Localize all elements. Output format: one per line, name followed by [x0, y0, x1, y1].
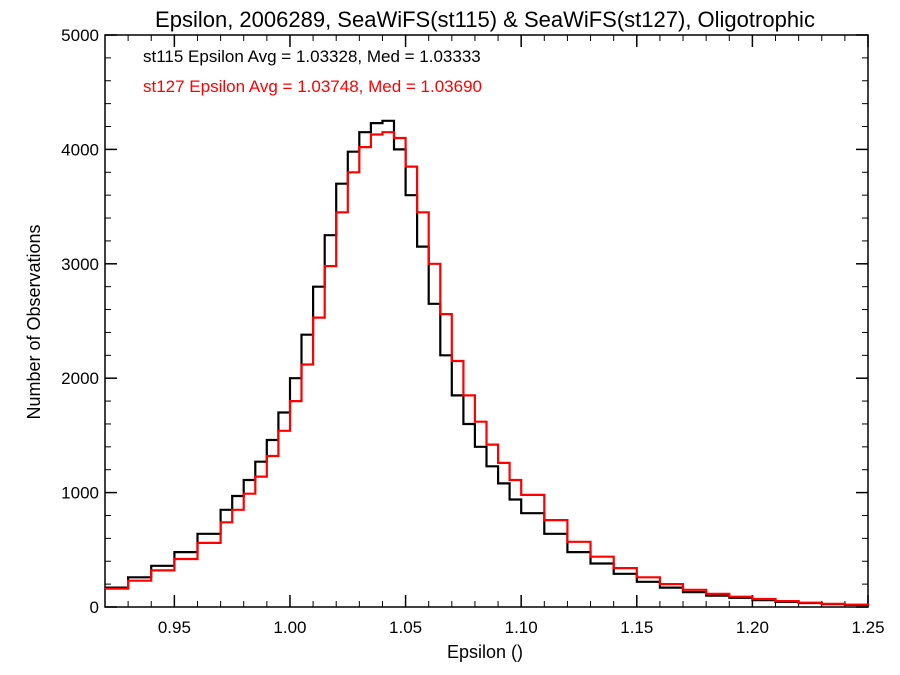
x-tick-label: 1.20	[736, 618, 769, 637]
y-tick-label: 4000	[61, 140, 99, 159]
plot-frame	[104, 34, 869, 608]
legend: st115 Epsilon Avg = 1.03328, Med = 1.033…	[143, 47, 482, 96]
legend-entry-st127: st127 Epsilon Avg = 1.03748, Med = 1.036…	[143, 77, 482, 96]
y-tick-label: 5000	[61, 26, 99, 45]
x-tick-label: 1.15	[620, 618, 653, 637]
x-axis-label: Epsilon ()	[447, 642, 523, 662]
series-layer	[105, 119, 870, 606]
x-tick-label: 0.95	[158, 618, 191, 637]
series-line-st127	[105, 131, 870, 606]
x-tick-label: 1.10	[505, 618, 538, 637]
y-tick-label: 1000	[61, 484, 99, 503]
x-tick-label: 1.00	[273, 618, 306, 637]
plot-area	[104, 34, 869, 608]
y-axis-label: Number of Observations	[24, 224, 44, 419]
x-axis: 0.95 1.00 1.05 1.10 1.15 1.20 1.25	[104, 35, 885, 637]
x-tick-label: 1.05	[389, 618, 422, 637]
chart-title: Epsilon, 2006289, SeaWiFS(st115) & SeaWi…	[155, 7, 815, 32]
legend-entry-st115: st115 Epsilon Avg = 1.03328, Med = 1.033…	[143, 47, 481, 66]
y-axis: 0 1000 2000 3000 4000 5000	[61, 26, 868, 617]
series-line-st115	[105, 119, 870, 606]
x-tick-label: 1.25	[851, 618, 884, 637]
y-tick-label: 2000	[61, 369, 99, 388]
y-tick-label: 3000	[61, 255, 99, 274]
y-tick-label: 0	[90, 598, 99, 617]
